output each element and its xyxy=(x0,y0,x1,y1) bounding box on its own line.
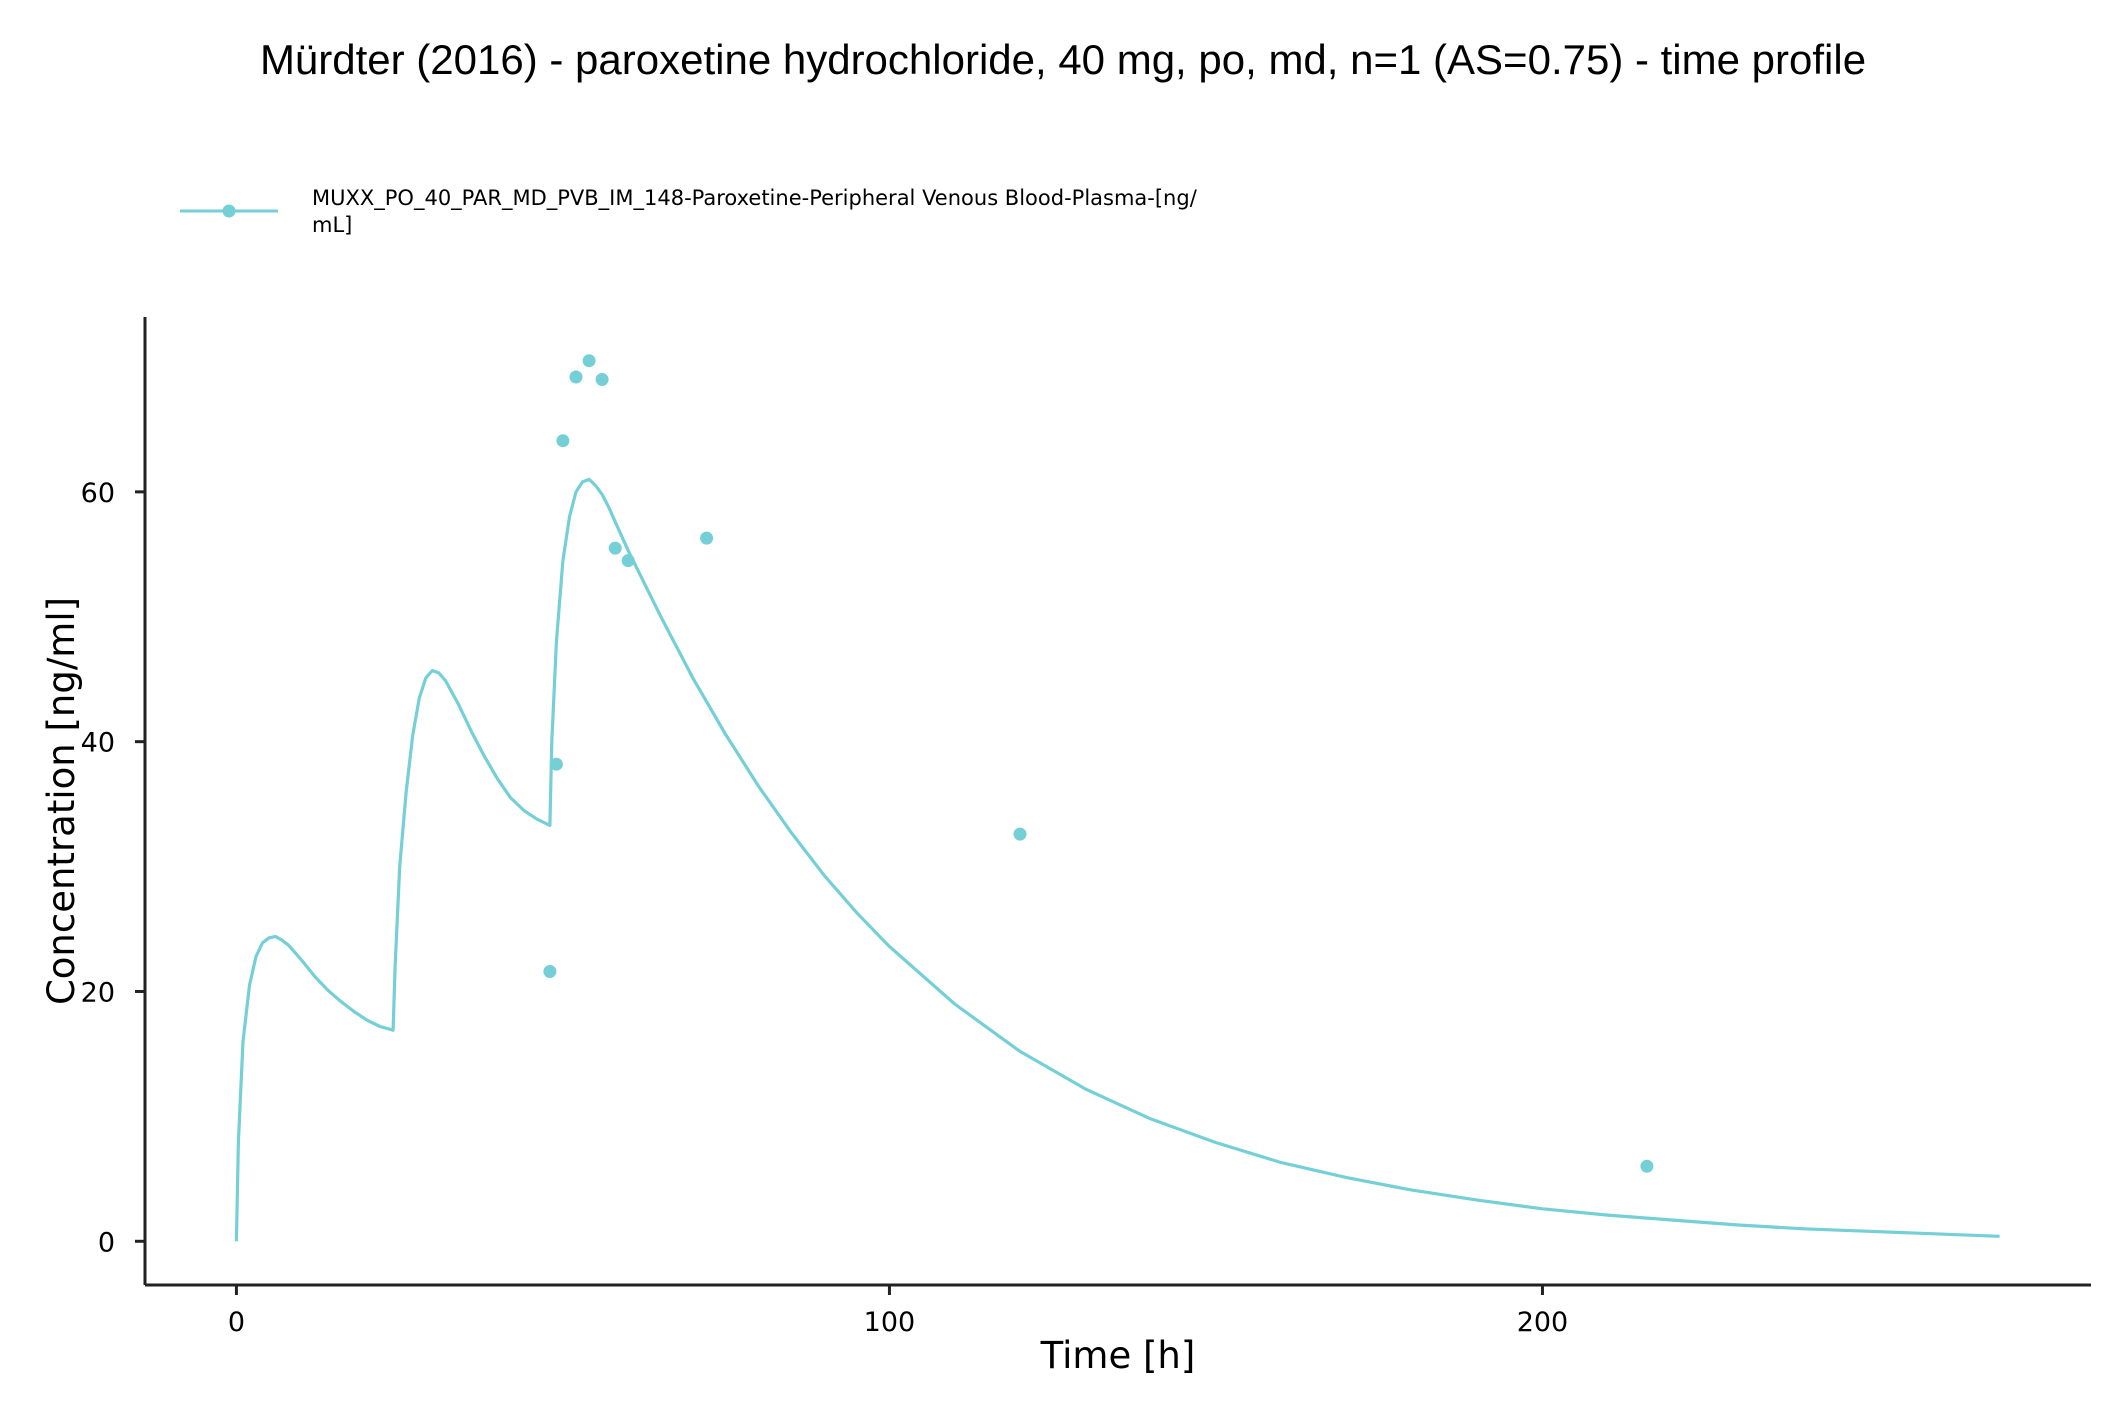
y-tick-label: 20 xyxy=(81,977,115,1008)
x-tick-label: 200 xyxy=(1517,1307,1569,1338)
simulated-series-line xyxy=(234,477,2000,1242)
legend-label-line-2: mL] xyxy=(312,213,352,237)
observed-data-point xyxy=(569,370,583,384)
observed-data-point xyxy=(1013,827,1027,841)
legend-label-line-1: MUXX_PO_40_PAR_MD_PVB_IM_148-Paroxetine-… xyxy=(312,186,1198,211)
x-tick-label: 0 xyxy=(228,1307,245,1338)
observed-data-point xyxy=(556,434,570,448)
legend: MUXX_PO_40_PAR_MD_PVB_IM_148-Paroxetine-… xyxy=(180,186,1198,237)
y-tick-label: 60 xyxy=(81,478,115,509)
observed-data-point xyxy=(1640,1159,1654,1173)
observed-data-point xyxy=(582,354,596,368)
x-axis-title: Time [h] xyxy=(1040,1334,1196,1377)
chart-title: Mürdter (2016) - paroxetine hydrochlorid… xyxy=(260,36,1866,83)
axes xyxy=(143,317,2091,1287)
y-tick-label: 0 xyxy=(98,1227,115,1258)
observed-data-point xyxy=(543,965,557,978)
y-tick-label: 40 xyxy=(81,728,115,759)
observed-data-point xyxy=(700,531,714,545)
legend-point-swatch xyxy=(222,204,236,218)
observed-data-point xyxy=(595,373,609,386)
data-marks xyxy=(234,354,2000,1242)
ticks: 0 100 200 0 20 40 60 xyxy=(81,478,1569,1338)
observed-data-point xyxy=(621,554,635,568)
observed-data-point xyxy=(549,757,563,771)
observed-data-point xyxy=(608,541,622,555)
x-tick-label: 100 xyxy=(864,1307,916,1338)
y-axis-title: Concentration [ng/ml] xyxy=(40,597,83,1005)
